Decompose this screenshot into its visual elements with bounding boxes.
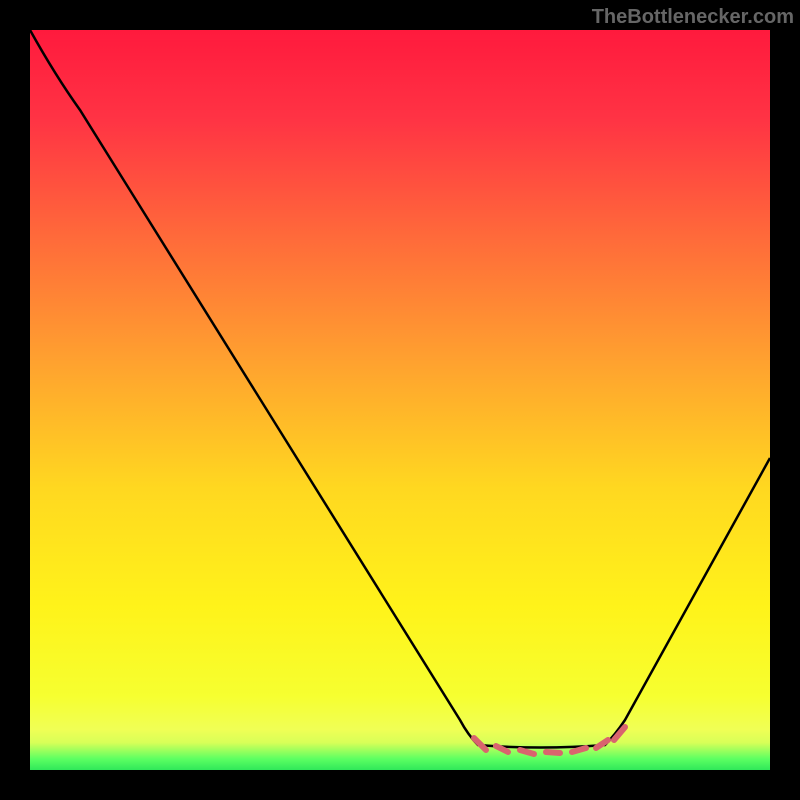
watermark-text: TheBottlenecker.com <box>592 6 794 29</box>
chart-container: TheBottlenecker.com <box>0 0 800 800</box>
bottleneck-chart <box>0 0 800 800</box>
